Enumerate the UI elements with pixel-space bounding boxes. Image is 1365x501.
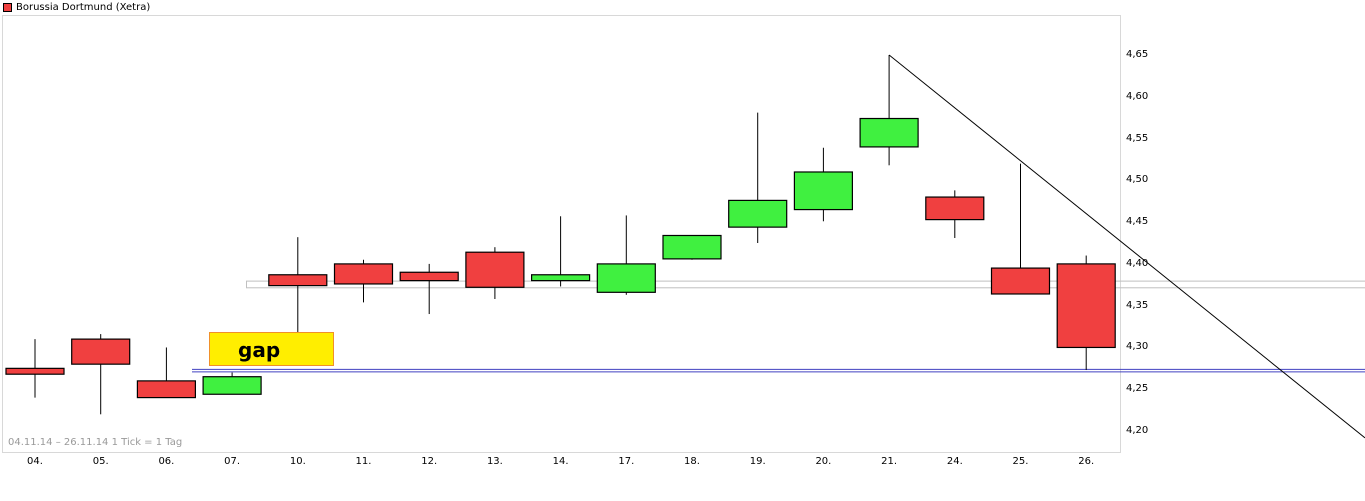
- x-tick-label: 05.: [92, 456, 109, 467]
- y-tick-label: 4,30: [1126, 341, 1149, 353]
- x-tick-label: 19.: [749, 456, 766, 467]
- candle-body: [925, 196, 985, 221]
- x-tick-label: 11.: [355, 456, 372, 467]
- gap-annotation: gap: [209, 332, 334, 366]
- x-tick-label: 13.: [486, 456, 503, 467]
- x-tick-label: 20.: [815, 456, 832, 467]
- chart-legend: Borussia Dortmund (Xetra): [3, 1, 150, 13]
- candle-body: [399, 271, 459, 282]
- candle-body: [202, 376, 262, 395]
- trend-line: [888, 54, 1365, 439]
- candle-body: [859, 117, 919, 148]
- x-tick-label: 26.: [1078, 456, 1095, 467]
- candle-body: [333, 263, 394, 285]
- candle-body: [465, 251, 525, 288]
- candle-body: [71, 338, 131, 365]
- y-tick-label: 4,40: [1126, 257, 1149, 269]
- date-range-text: 04.11.14 – 26.11.14 1 Tick = 1 Tag: [8, 437, 183, 448]
- legend-swatch: [3, 2, 12, 12]
- legend-label: Borussia Dortmund (Xetra): [16, 1, 151, 13]
- x-tick-label: 10.: [289, 456, 306, 467]
- x-tick-label: 21.: [881, 456, 898, 467]
- plot-area: [2, 15, 1121, 453]
- y-tick-label: 4,55: [1126, 132, 1149, 144]
- y-tick-label: 4,25: [1126, 383, 1149, 395]
- candle-body: [662, 234, 722, 260]
- x-tick-label: 24.: [946, 456, 963, 467]
- x-tick-label: 04.: [27, 456, 43, 467]
- candle-body: [793, 171, 854, 211]
- x-tick-label: 12.: [421, 456, 438, 467]
- x-tick-label: 25.: [1012, 456, 1029, 467]
- y-tick-label: 4,65: [1126, 49, 1149, 60]
- y-tick-label: 4,50: [1126, 174, 1149, 186]
- x-tick-label: 14.: [552, 456, 569, 467]
- x-tick-label: 18.: [684, 456, 700, 467]
- x-tick-label: 06.: [158, 456, 175, 467]
- candle-body: [5, 367, 65, 375]
- x-tick-label: 17.: [618, 456, 635, 467]
- x-tick-label: 07.: [224, 456, 241, 467]
- candle-body: [596, 263, 656, 293]
- y-tick-label: 4,20: [1126, 425, 1149, 437]
- candle-body: [728, 199, 788, 228]
- candle-body: [268, 274, 328, 287]
- candle-body: [990, 267, 1051, 295]
- y-tick-label: 4,60: [1126, 90, 1149, 102]
- candle-body: [136, 380, 196, 399]
- candle-body: [530, 274, 591, 282]
- y-tick-label: 4,45: [1126, 216, 1149, 228]
- candle-body: [1056, 263, 1116, 349]
- y-tick-label: 4,35: [1126, 299, 1149, 311]
